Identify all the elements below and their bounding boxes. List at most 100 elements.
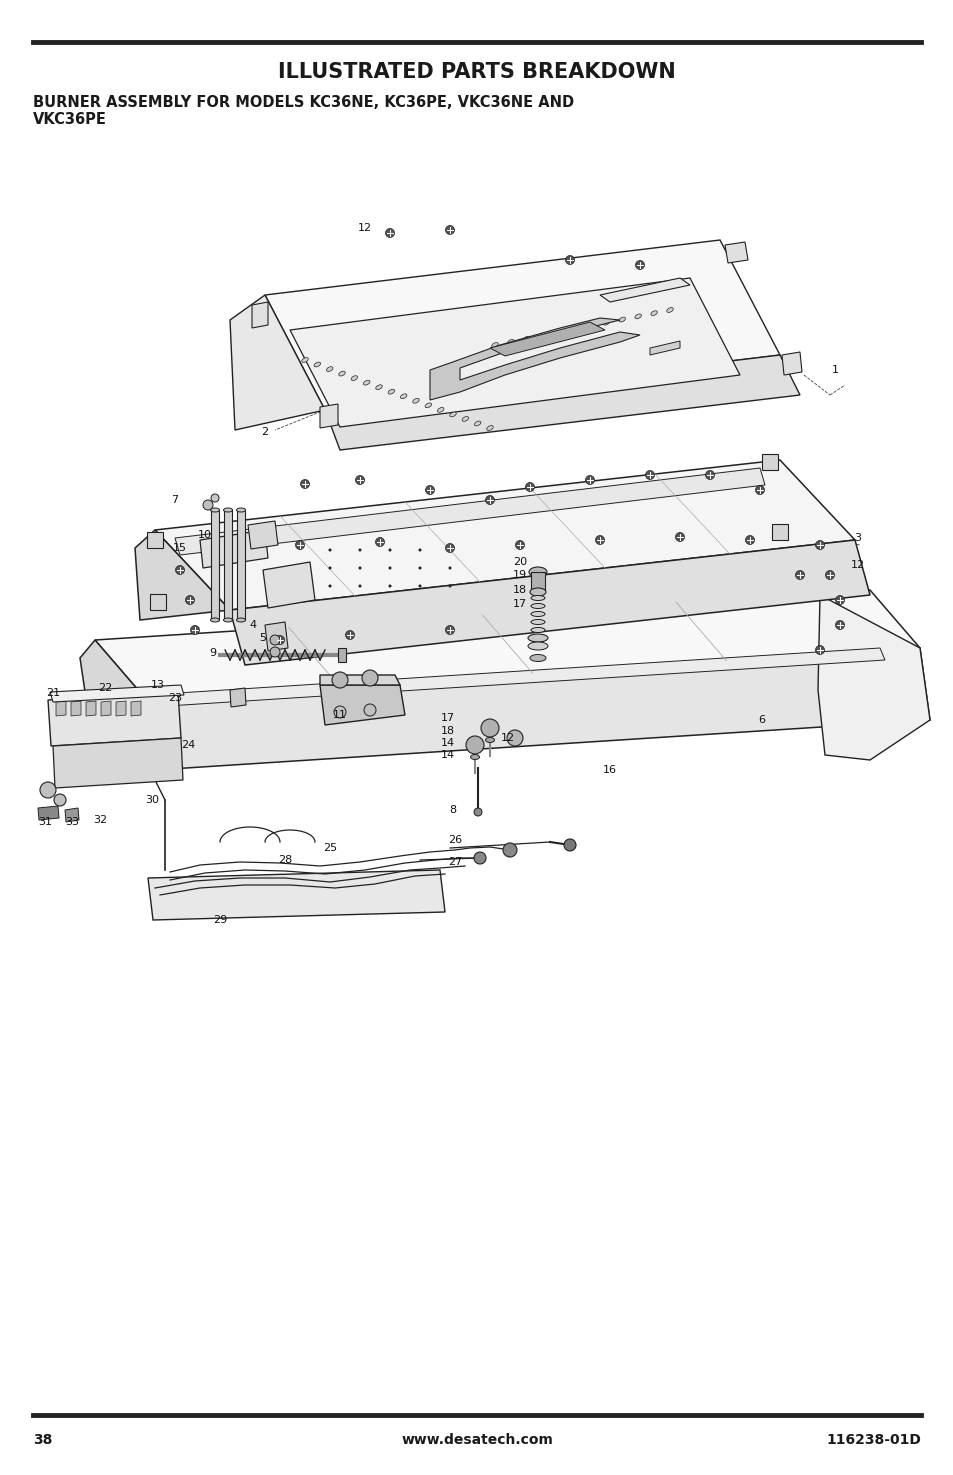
Polygon shape bbox=[649, 341, 679, 355]
Ellipse shape bbox=[314, 363, 320, 367]
Circle shape bbox=[506, 730, 522, 746]
Polygon shape bbox=[230, 540, 869, 665]
Polygon shape bbox=[154, 460, 854, 611]
Circle shape bbox=[563, 839, 576, 851]
Polygon shape bbox=[771, 524, 787, 540]
Ellipse shape bbox=[375, 385, 382, 389]
Ellipse shape bbox=[529, 566, 546, 577]
Circle shape bbox=[502, 844, 517, 857]
Polygon shape bbox=[86, 701, 96, 715]
Ellipse shape bbox=[329, 549, 331, 552]
Text: 23: 23 bbox=[168, 693, 182, 704]
Ellipse shape bbox=[485, 738, 494, 742]
Circle shape bbox=[525, 482, 534, 491]
Circle shape bbox=[565, 255, 574, 264]
Polygon shape bbox=[65, 808, 79, 822]
Ellipse shape bbox=[531, 596, 544, 600]
Text: 12: 12 bbox=[500, 733, 515, 743]
Polygon shape bbox=[325, 355, 800, 450]
Text: 22: 22 bbox=[98, 683, 112, 693]
Ellipse shape bbox=[358, 549, 361, 552]
Circle shape bbox=[485, 496, 494, 504]
Polygon shape bbox=[131, 701, 141, 715]
Text: 13: 13 bbox=[151, 680, 165, 690]
Ellipse shape bbox=[449, 412, 456, 417]
Polygon shape bbox=[48, 692, 181, 746]
Ellipse shape bbox=[530, 589, 545, 596]
Ellipse shape bbox=[358, 566, 361, 569]
Ellipse shape bbox=[635, 314, 640, 319]
Polygon shape bbox=[95, 590, 919, 698]
Polygon shape bbox=[148, 870, 444, 920]
Ellipse shape bbox=[618, 317, 625, 322]
Polygon shape bbox=[56, 701, 66, 715]
Ellipse shape bbox=[448, 584, 451, 587]
Text: 14: 14 bbox=[440, 749, 455, 760]
Text: 18: 18 bbox=[513, 586, 526, 594]
Polygon shape bbox=[337, 648, 346, 662]
Text: 116238-01D: 116238-01D bbox=[825, 1434, 920, 1447]
Polygon shape bbox=[135, 530, 230, 620]
Circle shape bbox=[345, 630, 355, 640]
Polygon shape bbox=[781, 353, 801, 375]
Polygon shape bbox=[224, 510, 232, 620]
Text: 18: 18 bbox=[440, 726, 455, 736]
Circle shape bbox=[835, 596, 843, 605]
Ellipse shape bbox=[587, 323, 593, 329]
Polygon shape bbox=[101, 701, 111, 715]
Circle shape bbox=[191, 625, 199, 634]
Circle shape bbox=[824, 571, 834, 580]
Ellipse shape bbox=[531, 612, 544, 617]
Polygon shape bbox=[200, 530, 268, 568]
Circle shape bbox=[361, 670, 377, 686]
Text: 30: 30 bbox=[145, 795, 159, 805]
Ellipse shape bbox=[418, 584, 421, 587]
Circle shape bbox=[425, 485, 434, 494]
Text: 1: 1 bbox=[831, 364, 838, 375]
Circle shape bbox=[465, 736, 483, 754]
Polygon shape bbox=[761, 454, 778, 471]
Ellipse shape bbox=[301, 357, 308, 363]
Polygon shape bbox=[100, 648, 884, 709]
Text: 16: 16 bbox=[602, 766, 617, 774]
Text: 2: 2 bbox=[261, 426, 269, 437]
Polygon shape bbox=[319, 404, 337, 428]
Polygon shape bbox=[116, 701, 126, 715]
Circle shape bbox=[270, 648, 280, 656]
Circle shape bbox=[295, 540, 304, 550]
Polygon shape bbox=[80, 640, 145, 712]
Ellipse shape bbox=[491, 342, 497, 348]
Text: ILLUSTRATED PARTS BREAKDOWN: ILLUSTRATED PARTS BREAKDOWN bbox=[278, 62, 675, 83]
Ellipse shape bbox=[211, 618, 219, 622]
Text: 38: 38 bbox=[33, 1434, 52, 1447]
Text: 19: 19 bbox=[513, 569, 526, 580]
Ellipse shape bbox=[507, 339, 514, 344]
Text: 21: 21 bbox=[46, 687, 60, 698]
Circle shape bbox=[270, 636, 280, 645]
Circle shape bbox=[40, 782, 56, 798]
Circle shape bbox=[645, 471, 654, 479]
Circle shape bbox=[744, 535, 754, 544]
Text: 33: 33 bbox=[65, 817, 79, 827]
Text: 31: 31 bbox=[38, 817, 52, 827]
Polygon shape bbox=[265, 240, 780, 410]
Polygon shape bbox=[490, 322, 604, 355]
Circle shape bbox=[755, 485, 763, 494]
Text: 6: 6 bbox=[758, 715, 764, 726]
Ellipse shape bbox=[329, 584, 331, 587]
Circle shape bbox=[795, 571, 803, 580]
Ellipse shape bbox=[223, 507, 233, 512]
Ellipse shape bbox=[358, 584, 361, 587]
Circle shape bbox=[211, 494, 219, 502]
Ellipse shape bbox=[531, 620, 544, 624]
Ellipse shape bbox=[527, 634, 547, 642]
Ellipse shape bbox=[326, 367, 333, 372]
Circle shape bbox=[375, 537, 384, 547]
Text: 5: 5 bbox=[259, 633, 266, 643]
Ellipse shape bbox=[531, 603, 544, 609]
Polygon shape bbox=[319, 676, 399, 684]
Text: 20: 20 bbox=[513, 558, 526, 566]
Polygon shape bbox=[50, 684, 184, 702]
Ellipse shape bbox=[413, 398, 418, 403]
Circle shape bbox=[515, 540, 524, 550]
